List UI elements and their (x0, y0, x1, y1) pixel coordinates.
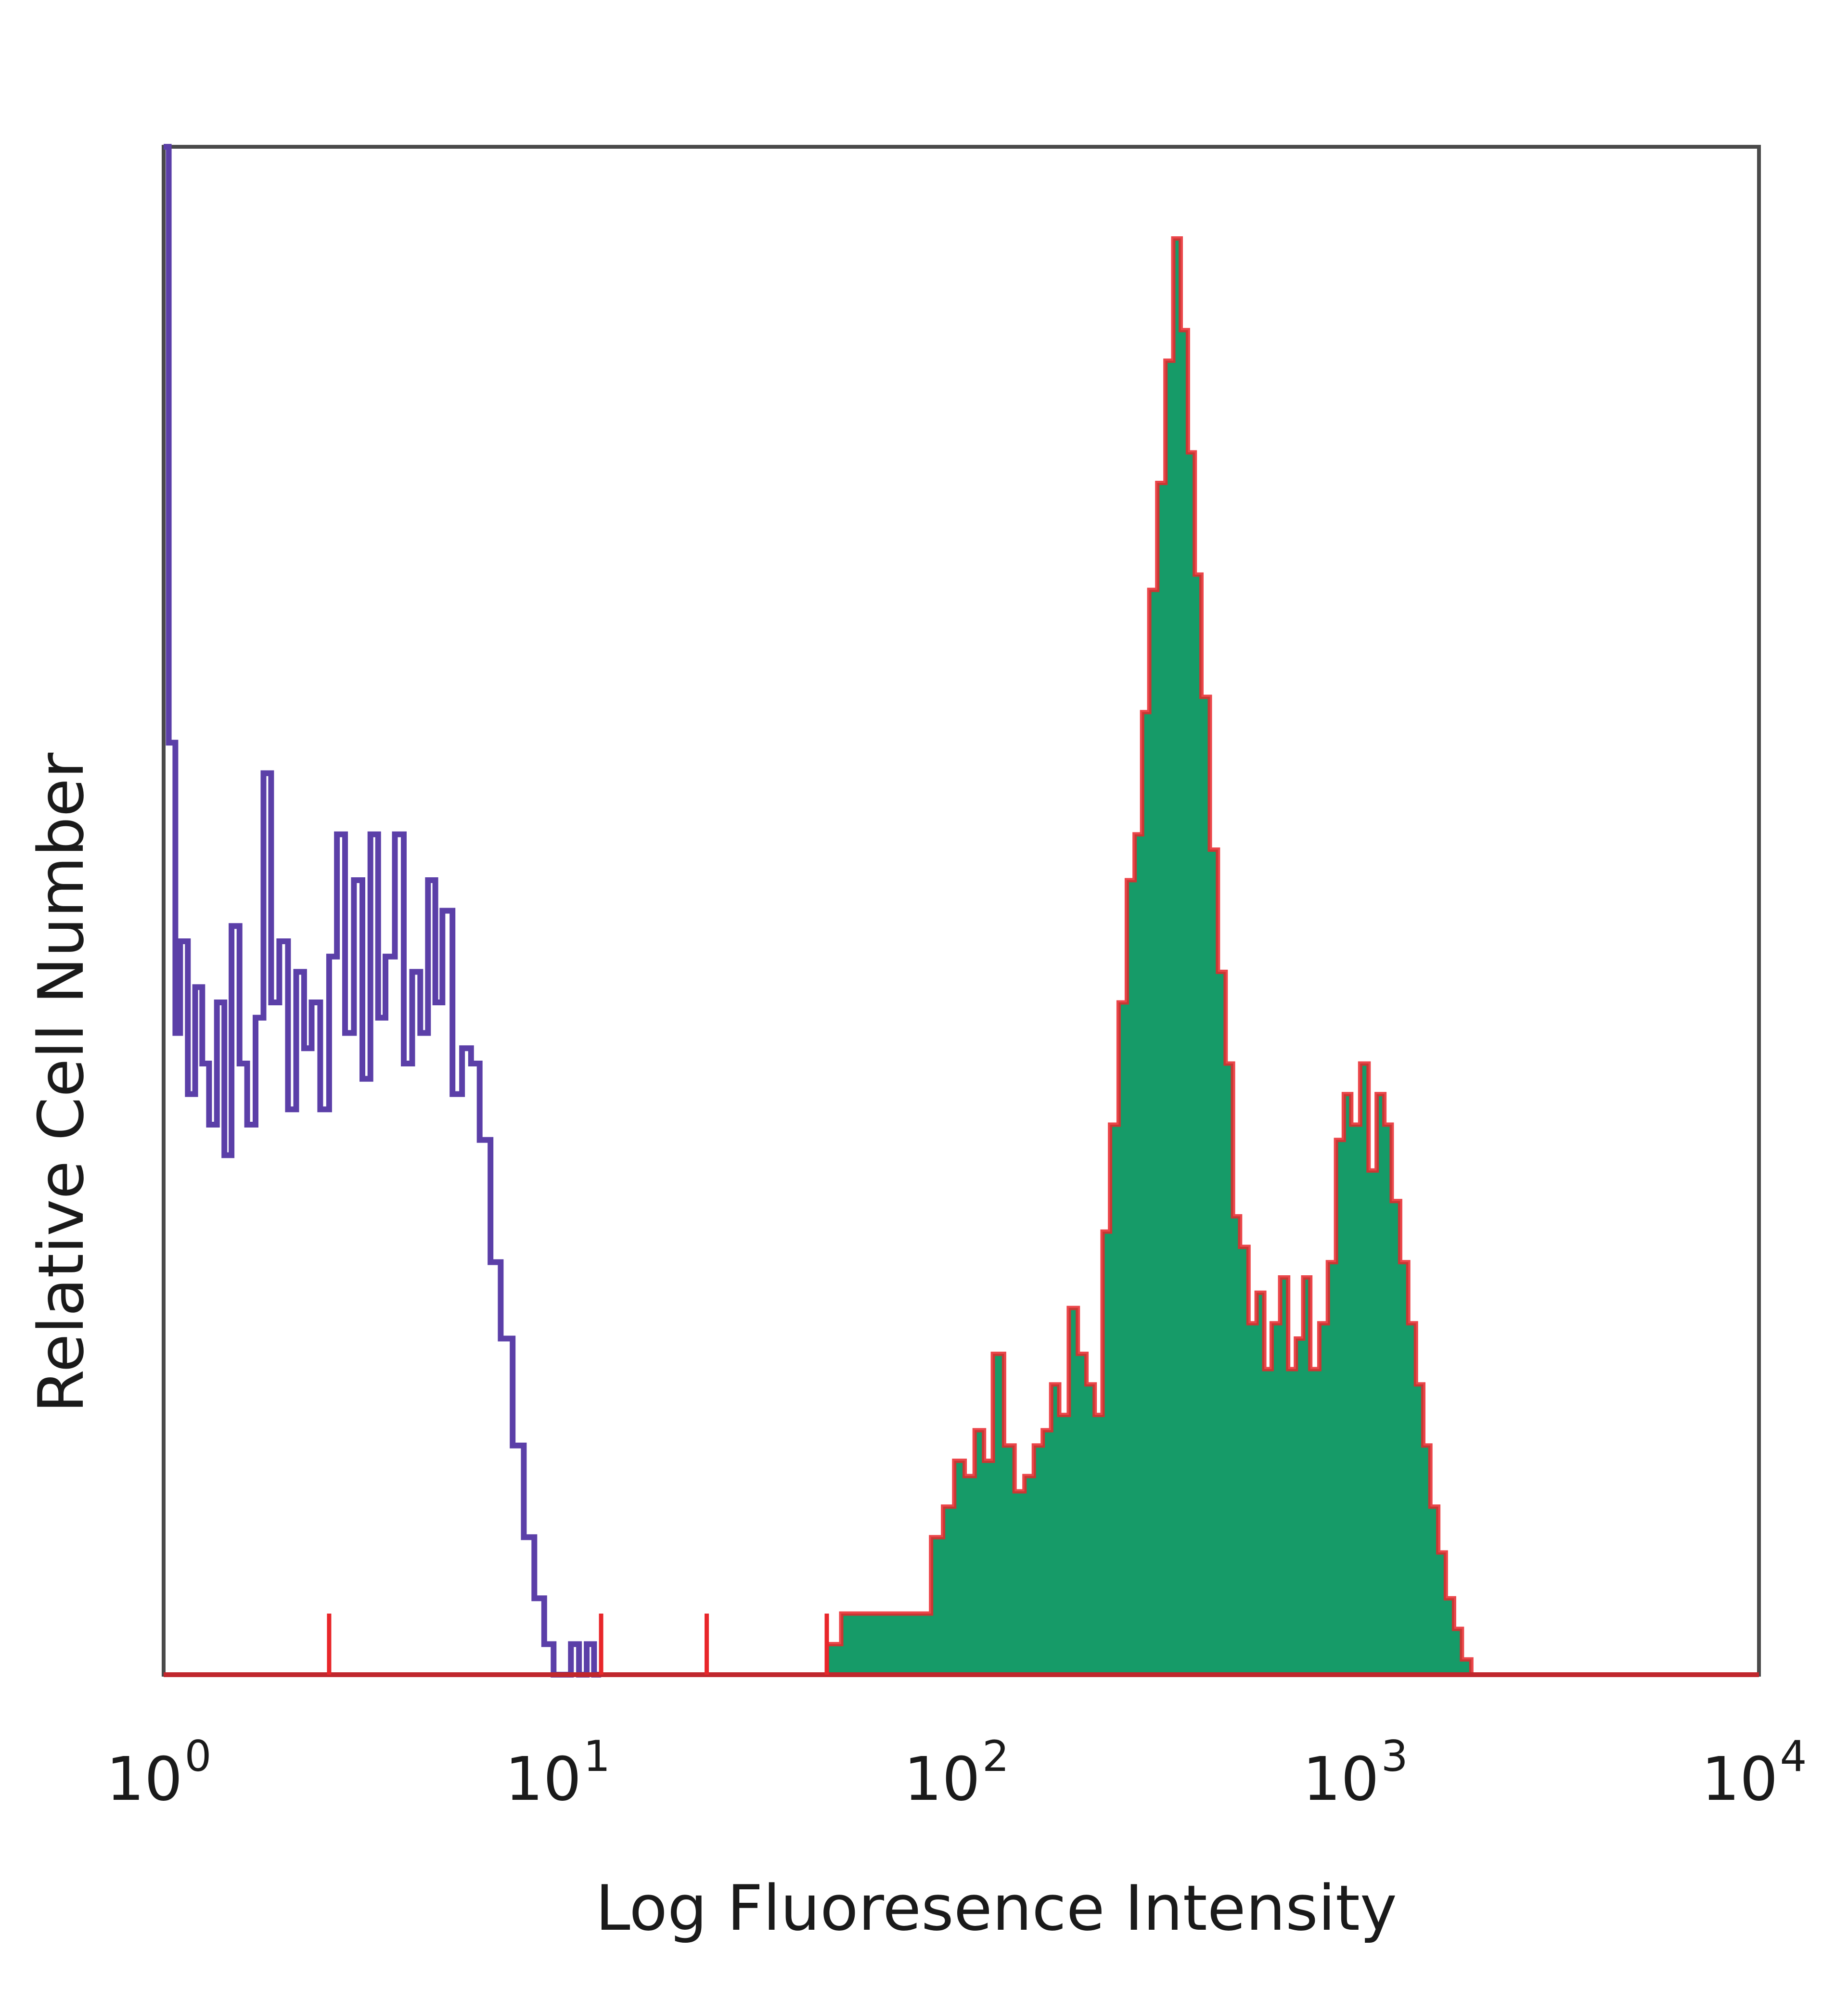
x-tick-exponent-2: 2 (982, 1731, 1009, 1781)
stained-histogram-outline (827, 236, 1548, 1677)
x-axis-title: Log Fluoresence Intensity (595, 1872, 1397, 1945)
x-tick-base-3: 10 (1303, 1744, 1379, 1814)
y-axis-title: Relative Cell Number (25, 752, 98, 1413)
x-tick-label-2: 102 (904, 1731, 1009, 1814)
x-tick-exponent-4: 4 (1780, 1731, 1807, 1781)
x-tick-base-0: 10 (106, 1744, 182, 1814)
control-histogram-line (164, 144, 602, 1678)
x-tick-label-4: 104 (1701, 1731, 1807, 1814)
x-tick-exponent-1: 1 (583, 1731, 610, 1781)
x-tick-label-3: 103 (1303, 1731, 1408, 1814)
x-tick-base-4: 10 (1701, 1744, 1778, 1814)
x-tick-exponent-3: 3 (1381, 1731, 1408, 1781)
x-tick-label-0: 100 (106, 1731, 211, 1814)
stained-histogram-fill (827, 238, 1548, 1675)
x-tick-base-1: 10 (505, 1744, 581, 1814)
x-tick-exponent-0: 0 (185, 1731, 212, 1781)
x-tick-label-1: 101 (505, 1731, 610, 1814)
x-tick-base-2: 10 (904, 1744, 980, 1814)
